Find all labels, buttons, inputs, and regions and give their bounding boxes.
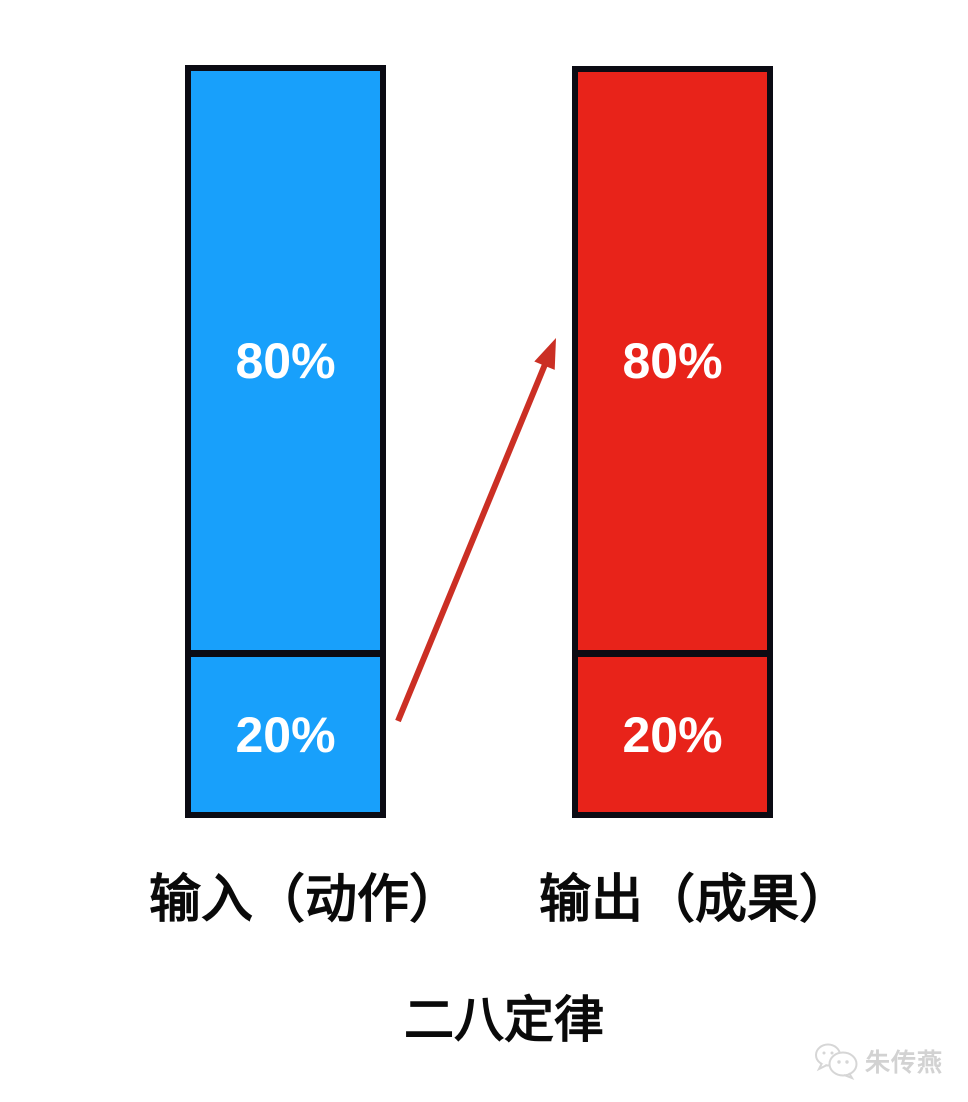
input-80-segment: 80% <box>191 71 380 650</box>
output-bar: 80% 20% <box>572 66 773 818</box>
output-80-segment: 80% <box>578 72 767 650</box>
input-20-label: 20% <box>235 706 336 763</box>
diagram-title: 二八定律 <box>404 992 604 1048</box>
watermark: 朱传燕 <box>814 1042 943 1080</box>
input-bar: 80% 20% <box>185 65 386 818</box>
input-20-segment: 20% <box>191 657 380 812</box>
output-20-segment: 20% <box>578 657 767 812</box>
input-bar-divider <box>191 650 380 657</box>
output-bar-divider <box>578 650 767 657</box>
wechat-icon <box>815 1043 858 1080</box>
output-axis-label: 输出（成果） <box>538 871 851 929</box>
input-80-label: 80% <box>235 332 336 389</box>
output-20-label: 20% <box>622 706 723 763</box>
input-axis-label: 输入（动作） <box>148 871 461 929</box>
output-80-label: 80% <box>622 333 723 389</box>
watermark-text: 朱传燕 <box>865 1049 944 1077</box>
